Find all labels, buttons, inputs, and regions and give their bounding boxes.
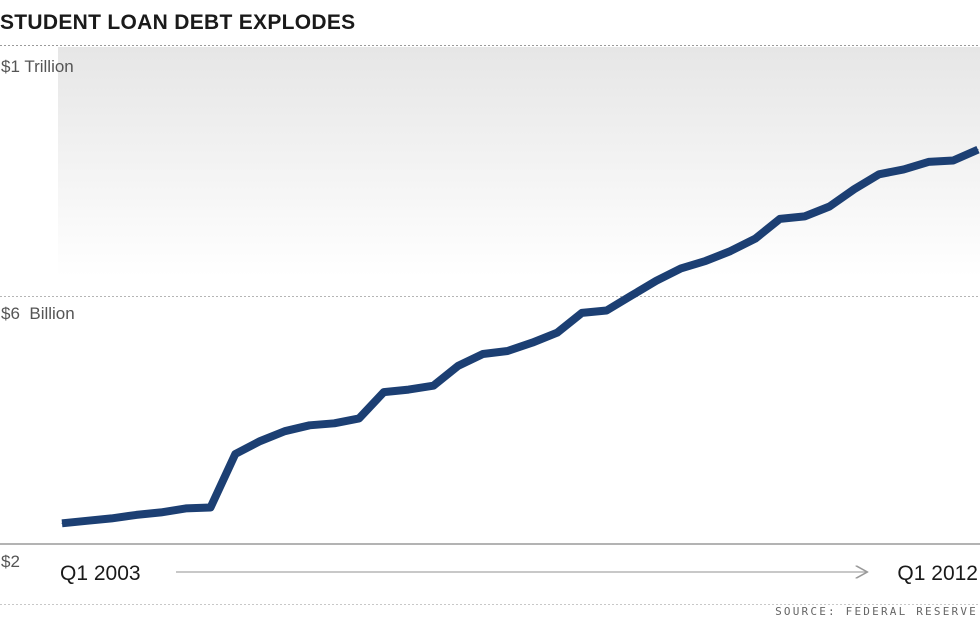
data-point: [779, 218, 781, 220]
data-point: [309, 424, 311, 426]
data-point: [606, 310, 608, 311]
series-line: [61, 145, 980, 528]
shaded-band: [58, 47, 980, 277]
data-point: [952, 160, 954, 161]
data-point: [705, 260, 707, 262]
data-point: [160, 511, 162, 513]
y-tick-label-mid: $6 Billion: [1, 304, 75, 323]
data-point: [408, 389, 410, 391]
x-label-start: Q1 2003: [60, 562, 141, 585]
data-point: [655, 280, 657, 282]
data-point: [556, 332, 558, 334]
data-point: [680, 267, 682, 269]
data-point: [829, 206, 830, 207]
data-point: [853, 188, 855, 190]
y-tick-label-top: $1 Trillion: [1, 57, 74, 76]
source-note: SOURCE: FEDERAL RESERVE: [775, 605, 978, 618]
chart-title: STUDENT LOAN DEBT EXPLODES: [0, 11, 356, 34]
data-point: [432, 385, 434, 387]
data-point: [259, 440, 261, 442]
data-point: [111, 517, 112, 519]
data-point: [234, 453, 236, 455]
data-point: [507, 350, 509, 352]
data-point: [284, 430, 286, 432]
data-point: [383, 391, 385, 393]
data-point: [185, 507, 187, 509]
data-point: [928, 161, 929, 163]
x-label-end: Q1 2012: [897, 562, 978, 585]
data-point: [482, 353, 484, 355]
data-point: [86, 520, 88, 522]
data-point: [754, 238, 756, 240]
data-point: [333, 422, 335, 424]
data-point: [61, 522, 63, 524]
data-point: [878, 173, 880, 175]
data-point: [630, 295, 632, 297]
data-point: [977, 149, 979, 151]
data-point: [135, 514, 137, 516]
y-tick-label-bottom: $2: [1, 552, 20, 571]
data-point: [581, 312, 583, 314]
data-point: [729, 250, 731, 252]
data-point: [903, 168, 905, 170]
data-point: [457, 365, 459, 367]
data-point: [531, 342, 533, 344]
data-point: [358, 417, 360, 419]
data-point: [804, 215, 806, 217]
data-point: [210, 507, 211, 508]
series-points: [61, 149, 979, 524]
